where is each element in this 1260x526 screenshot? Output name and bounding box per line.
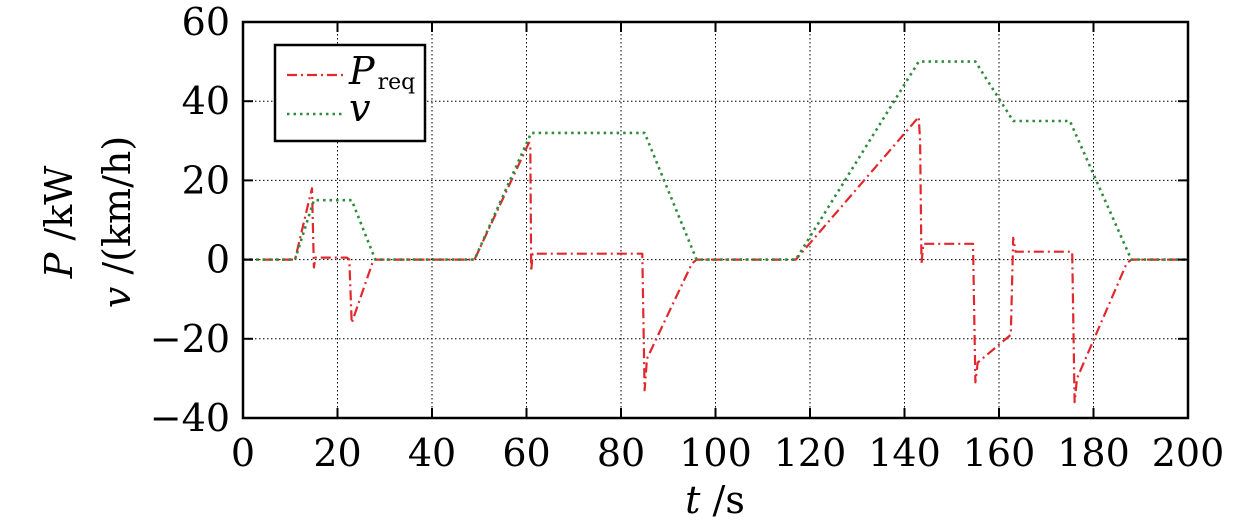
y-tick-label: 20 — [182, 158, 230, 202]
x-tick-label: 0 — [231, 431, 255, 475]
y-tick-label: 0 — [206, 238, 230, 282]
x-tick-label: 80 — [597, 431, 645, 475]
y-tick-label: 60 — [182, 0, 230, 44]
x-tick-label: 140 — [868, 431, 941, 475]
x-tick-label: 200 — [1152, 431, 1225, 475]
legend-box — [273, 43, 427, 143]
y-tick-label: −40 — [150, 396, 230, 440]
x-axis-label: t /s — [685, 478, 745, 522]
x-tick-labels: 0 20 40 60 80 100 120 140 160 180 200 — [231, 431, 1224, 475]
y-axis-label-speed: v /(km/h) — [95, 136, 139, 308]
series-layer — [243, 60, 1188, 404]
x-tick-label: 20 — [313, 431, 361, 475]
series-line-p-req — [243, 115, 1188, 404]
x-tick-label: 120 — [774, 431, 847, 475]
x-tick-label: 40 — [408, 431, 456, 475]
x-tick-label: 60 — [502, 431, 550, 475]
x-tick-label: 100 — [679, 431, 752, 475]
y-axis-label-power: P /kW — [37, 166, 81, 280]
y-tick-label: 40 — [182, 79, 230, 123]
y-tick-labels: −40 −20 0 20 40 60 — [150, 0, 230, 440]
tick-marks — [242, 21, 1189, 419]
legend-label-v: v — [349, 86, 371, 130]
x-tick-label: 160 — [963, 431, 1036, 475]
x-tick-label: 180 — [1057, 431, 1130, 475]
y-tick-label: −20 — [150, 317, 230, 361]
